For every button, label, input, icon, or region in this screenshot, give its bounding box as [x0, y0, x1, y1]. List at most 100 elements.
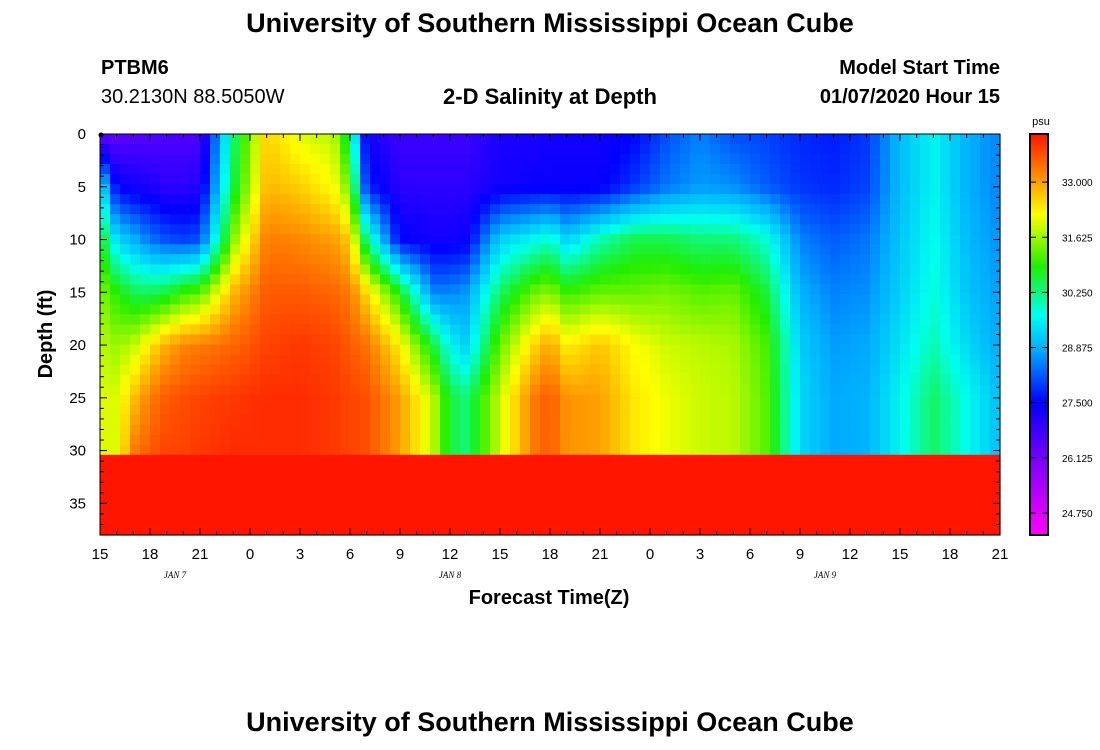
heatmap-cell — [120, 194, 131, 205]
heatmap-cell — [290, 224, 301, 235]
heatmap-cell — [420, 314, 431, 326]
heatmap-cell — [680, 224, 691, 235]
heatmap-cell — [540, 514, 551, 526]
x-tick-label: 18 — [942, 546, 959, 563]
heatmap-cell — [730, 494, 741, 506]
heatmap-cell — [690, 254, 701, 265]
heatmap-cell — [930, 504, 941, 516]
heatmap-cell — [880, 464, 891, 476]
heatmap-cell — [960, 404, 971, 416]
heatmap-cell — [270, 354, 281, 366]
heatmap-cell — [450, 454, 461, 466]
heatmap-cell — [750, 464, 761, 476]
heatmap-cell — [110, 294, 121, 306]
heatmap-cell — [440, 184, 451, 195]
heatmap-cell — [830, 444, 841, 456]
heatmap-cell — [790, 494, 801, 506]
heatmap-cell — [150, 354, 161, 366]
heatmap-cell — [990, 504, 1001, 516]
heatmap-cell — [340, 204, 351, 215]
heatmap-cell — [110, 214, 121, 225]
heatmap-cell — [350, 334, 361, 346]
heatmap-cell — [380, 224, 391, 235]
heatmap-cell — [500, 254, 511, 265]
heatmap-cell — [720, 294, 731, 306]
heatmap-cell — [150, 374, 161, 386]
heatmap-cell — [770, 254, 781, 265]
heatmap-cell — [430, 244, 441, 255]
heatmap-cell — [210, 444, 221, 456]
heatmap-cell — [560, 154, 571, 165]
heatmap-cell — [560, 414, 571, 426]
heatmap-cell — [360, 174, 371, 185]
heatmap-cell — [620, 234, 631, 245]
heatmap-cell — [530, 284, 541, 296]
heatmap-cell — [100, 424, 111, 436]
heatmap-cell — [500, 184, 511, 195]
heatmap-cell — [800, 354, 811, 366]
heatmap-cell — [850, 424, 861, 436]
heatmap-cell — [170, 164, 181, 175]
heatmap-cell — [570, 434, 581, 446]
heatmap-cell — [950, 414, 961, 426]
heatmap-cell — [660, 474, 671, 486]
heatmap-cell — [250, 274, 261, 285]
heatmap-cell — [490, 494, 501, 506]
heatmap-cell — [610, 274, 621, 285]
heatmap-cell — [310, 234, 321, 245]
heatmap-cell — [120, 254, 131, 265]
heatmap-cell — [490, 284, 501, 296]
heatmap-cell — [820, 254, 831, 265]
heatmap-cell — [530, 264, 541, 275]
heatmap-cell — [470, 394, 481, 406]
heatmap-cell — [550, 344, 561, 356]
heatmap-cell — [250, 134, 261, 145]
heatmap-cell — [350, 284, 361, 296]
heatmap-cell — [570, 134, 581, 145]
heatmap-cell — [910, 134, 921, 145]
heatmap-cell — [630, 474, 641, 486]
heatmap-cell — [690, 164, 701, 175]
heatmap-cell — [710, 364, 721, 376]
heatmap-cell — [260, 224, 271, 235]
heatmap-cell — [640, 404, 651, 416]
heatmap-cell — [170, 274, 181, 285]
heatmap-cell — [290, 154, 301, 165]
heatmap-cell — [400, 334, 411, 346]
heatmap-cell — [470, 304, 481, 316]
heatmap-cell — [260, 484, 271, 496]
heatmap-cell — [210, 174, 221, 185]
heatmap-cell — [320, 274, 331, 285]
heatmap-cell — [970, 304, 981, 316]
heatmap-cell — [630, 304, 641, 316]
heatmap-cell — [480, 204, 491, 215]
heatmap-cell — [730, 174, 741, 185]
heatmap-cell — [870, 404, 881, 416]
heatmap-cell — [490, 524, 501, 536]
heatmap-cell — [190, 484, 201, 496]
heatmap-cell — [120, 314, 131, 326]
heatmap-cell — [520, 334, 531, 346]
heatmap-cell — [260, 194, 271, 205]
heatmap-cell — [400, 474, 411, 486]
heatmap-cell — [400, 274, 411, 285]
heatmap-cell — [550, 264, 561, 275]
heatmap-cell — [300, 514, 311, 526]
heatmap-cell — [240, 364, 251, 376]
heatmap-cell — [240, 434, 251, 446]
heatmap-cell — [480, 224, 491, 235]
heatmap-cell — [610, 484, 621, 496]
heatmap-cell — [470, 264, 481, 275]
heatmap-cell — [890, 494, 901, 506]
heatmap-cell — [990, 254, 1001, 265]
heatmap-cell — [760, 204, 771, 215]
heatmap-cell — [690, 404, 701, 416]
heatmap-cell — [350, 134, 361, 145]
heatmap-cell — [870, 384, 881, 396]
heatmap-cell — [760, 194, 771, 205]
heatmap-cell — [390, 474, 401, 486]
heatmap-cell — [110, 364, 121, 376]
heatmap-cell — [350, 304, 361, 316]
heatmap-cell — [330, 344, 341, 356]
heatmap-cell — [920, 224, 931, 235]
